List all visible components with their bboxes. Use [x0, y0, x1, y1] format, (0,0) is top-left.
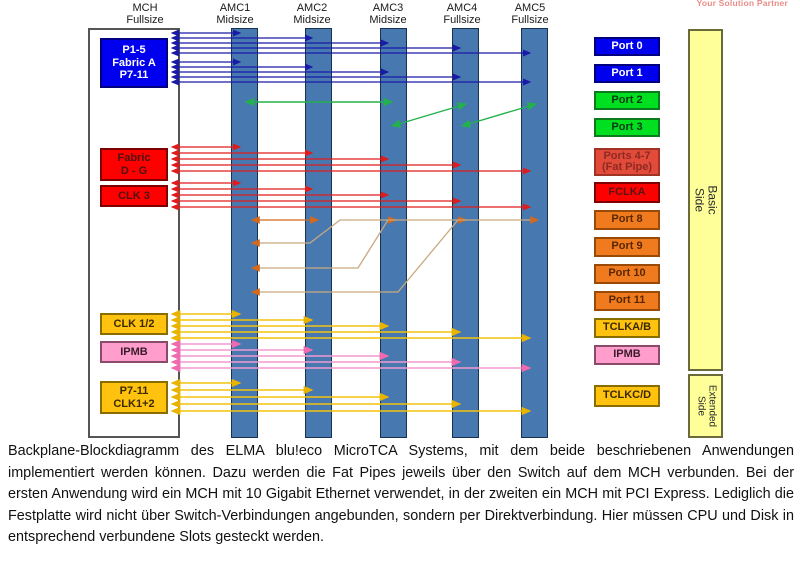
column-header-amc1: AMC1 Midsize [216, 2, 254, 26]
backplane-block-diagram: MCH Fullsize AMC1 Midsize AMC2 Midsize A… [88, 0, 788, 438]
extended-side-label: Extended Side [695, 384, 718, 428]
legend-label: Port 11 [608, 294, 646, 307]
legend-label: FCLKA [608, 185, 646, 198]
mch-block-ipmb[interactable]: IPMB [100, 341, 168, 363]
legend-item-port-0[interactable]: Port 0 [594, 37, 660, 56]
mch-chassis [88, 28, 180, 438]
mch-block-clk3[interactable]: CLK 3 [100, 185, 168, 207]
column-header-amc2: AMC2 Midsize [293, 2, 331, 26]
column-header-amc5: AMC5 Fullsize [511, 2, 549, 26]
mch-block-label: IPMB [120, 345, 148, 358]
legend-label: Port 3 [611, 120, 643, 133]
column-header-amc3: AMC3 Midsize [369, 2, 407, 26]
legend-label: TCLKC/D [602, 389, 652, 402]
amc-slot-amc2[interactable] [305, 28, 332, 438]
brand-tagline: Your Solution Partner [696, 0, 788, 8]
mch-block-fabric-dg[interactable]: Fabric D - G [100, 148, 168, 181]
legend-item-port-1[interactable]: Port 1 [594, 64, 660, 83]
legend-label: Port 1 [611, 66, 643, 79]
mch-block-clk12[interactable]: CLK 1/2 [100, 313, 168, 335]
mch-block-label: P7-11 CLK1+2 [113, 385, 155, 410]
legend-label: Port 2 [611, 93, 643, 106]
mch-block-label: P1-5 Fabric A P7-11 [112, 44, 156, 82]
basic-side-bar: Basic Side [688, 29, 723, 371]
column-header-mch: MCH Fullsize [126, 2, 164, 26]
legend-item-ipmb[interactable]: IPMB [594, 345, 660, 365]
legend-label: IPMB [613, 348, 641, 361]
legend-item-fclka[interactable]: FCLKA [594, 182, 660, 203]
legend-item-port-9[interactable]: Port 9 [594, 237, 660, 257]
legend-label: Port 10 [608, 267, 646, 280]
legend-item-port-10[interactable]: Port 10 [594, 264, 660, 284]
legend-item-port-3[interactable]: Port 3 [594, 118, 660, 137]
amc-slot-amc1[interactable] [231, 28, 258, 438]
legend-label: Port 9 [611, 240, 643, 253]
mch-block-label: Fabric D - G [117, 152, 151, 177]
legend-item-tclkc-d[interactable]: TCLKC/D [594, 385, 660, 407]
column-header-amc4: AMC4 Fullsize [443, 2, 481, 26]
amc-slot-amc4[interactable] [452, 28, 479, 438]
basic-side-label: Basic Side [692, 185, 720, 215]
legend-item-ports-4-7[interactable]: Ports 4-7 (Fat Pipe) [594, 148, 660, 176]
amc-slot-amc3[interactable] [380, 28, 407, 438]
mch-block-label: CLK 1/2 [113, 317, 155, 330]
amc-slot-amc5[interactable] [521, 28, 548, 438]
legend-item-port-2[interactable]: Port 2 [594, 91, 660, 110]
legend-item-port-11[interactable]: Port 11 [594, 291, 660, 311]
legend-item-tclka-b[interactable]: TCLKA/B [594, 318, 660, 338]
figure-caption: Backplane-Blockdiagramm des ELMA blu!eco… [8, 443, 794, 545]
mch-block-fabric-a[interactable]: P1-5 Fabric A P7-11 [100, 38, 168, 88]
extended-side-bar: Extended Side [688, 374, 723, 438]
legend-label: TCLKA/B [602, 321, 652, 334]
legend-label: Port 8 [611, 213, 643, 226]
mch-block-p711-clk12[interactable]: P7-11 CLK1+2 [100, 381, 168, 414]
legend-label: Ports 4-7 (Fat Pipe) [601, 149, 653, 173]
legend-item-port-8[interactable]: Port 8 [594, 210, 660, 230]
mch-block-label: CLK 3 [118, 189, 150, 202]
legend-label: Port 0 [611, 39, 643, 52]
